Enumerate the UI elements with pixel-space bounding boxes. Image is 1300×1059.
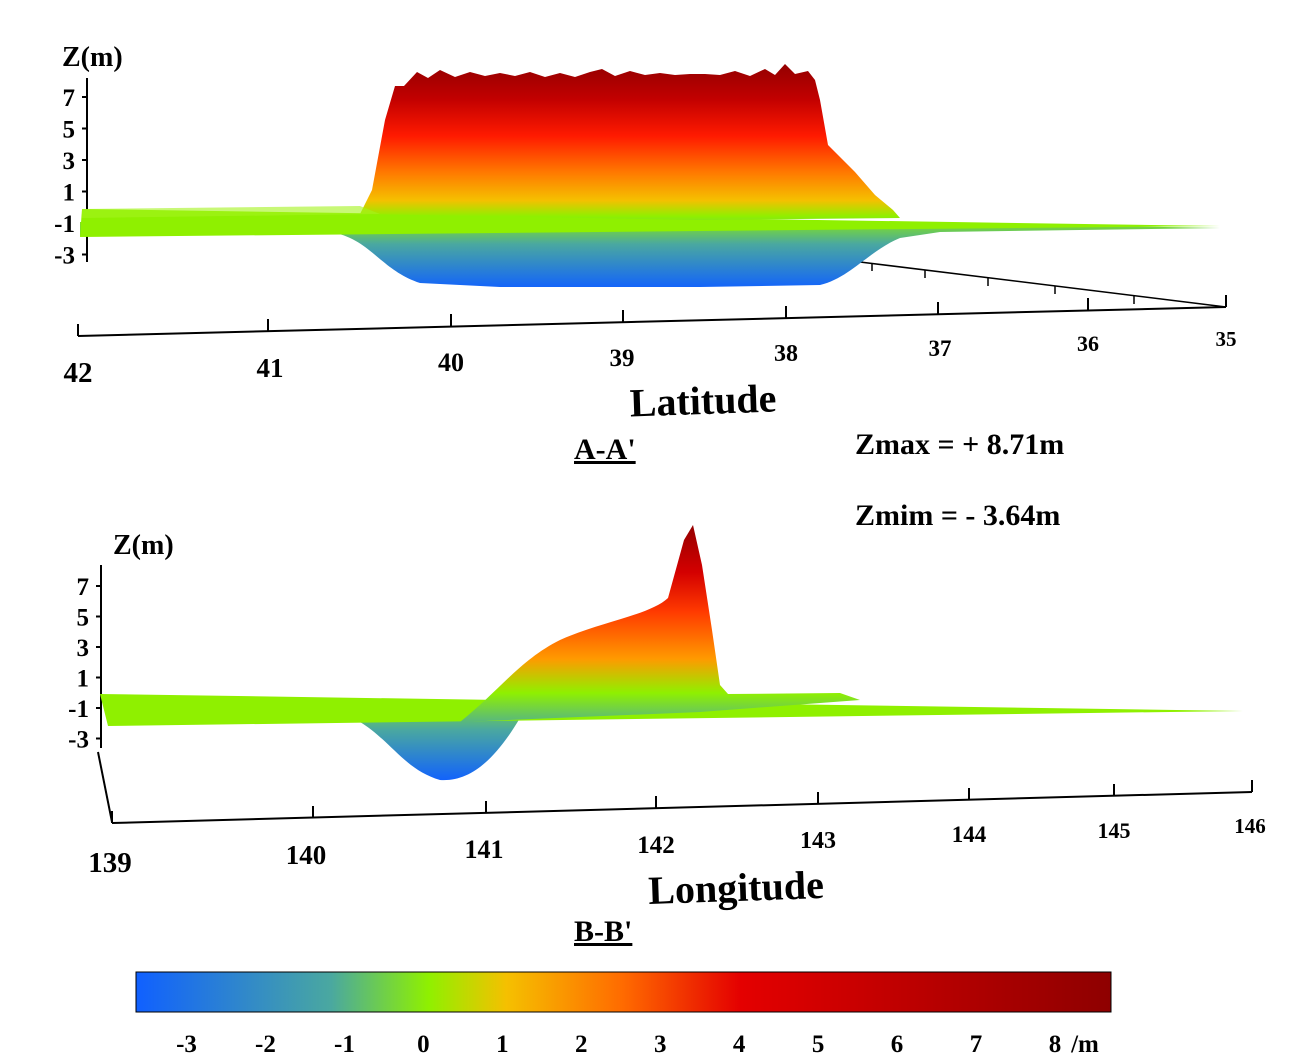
colorbar-tick-label: 0 bbox=[417, 1031, 430, 1058]
x-tick-label: 142 bbox=[637, 832, 675, 859]
panel-b: 7 5 3 1 -1 -3 Z(m) 139 140 141 142 143 144 145 146 L… bbox=[68, 525, 1266, 913]
panel-a-plane-edge bbox=[82, 206, 380, 218]
x-tick-label: 37 bbox=[929, 336, 952, 361]
x-tick-label: 139 bbox=[88, 847, 132, 879]
x-tick-label: 42 bbox=[64, 357, 93, 389]
x-tick-label: 143 bbox=[800, 828, 836, 854]
x-tick-label: 36 bbox=[1077, 331, 1099, 356]
x-tick-label: 146 bbox=[1234, 814, 1266, 838]
panel-a-flat-plane bbox=[80, 209, 1220, 237]
panel-b-depth-line bbox=[97, 751, 113, 823]
colorbar-tick-label: -2 bbox=[255, 1031, 276, 1058]
zmax-label: Zmax = + 8.71m bbox=[855, 428, 1065, 461]
colorbar-tick-label: 1 bbox=[496, 1031, 509, 1058]
colorbar-ticks: -3 -2 -1 0 1 2 3 4 5 6 7 8/m bbox=[176, 1031, 1099, 1058]
colorbar-tick-label: 4 bbox=[733, 1031, 746, 1058]
x-tick-label: 141 bbox=[465, 835, 504, 864]
x-tick-label: 41 bbox=[257, 353, 284, 383]
panel-a-x-label: Latitude bbox=[629, 375, 777, 425]
panel-b-x-label: Longitude bbox=[647, 862, 824, 913]
panel-b-positive-surface bbox=[460, 525, 860, 722]
panel-b-negative-surface bbox=[300, 718, 520, 781]
section-label-b: B-B' bbox=[574, 915, 633, 948]
x-tick-label: 38 bbox=[774, 341, 798, 367]
y-tick-label: -3 bbox=[68, 727, 89, 754]
y-tick-label: 1 bbox=[77, 666, 90, 693]
zmin-label: Zmim = - 3.64m bbox=[855, 499, 1061, 532]
x-tick-label: 144 bbox=[952, 822, 987, 847]
x-tick-label: 140 bbox=[286, 840, 327, 870]
panel-a-depth-line bbox=[859, 261, 1227, 308]
colorbar-tick-label: 8 bbox=[1049, 1031, 1062, 1058]
colorbar-tick-label: -3 bbox=[176, 1031, 197, 1058]
panel-a-x-ticks: 42 41 40 39 38 37 36 35 bbox=[64, 295, 1237, 389]
colorbar-tick-label: 3 bbox=[654, 1031, 667, 1058]
panel-a-positive-surface bbox=[360, 64, 900, 220]
colorbar: -3 -2 -1 0 1 2 3 4 5 6 7 8/m bbox=[135, 971, 1112, 1058]
panel-b-y-ticks: 7 5 3 1 -1 -3 bbox=[68, 574, 101, 754]
x-tick-label: 40 bbox=[438, 348, 464, 377]
section-label-a: A-A' bbox=[574, 433, 636, 466]
y-tick-label: -1 bbox=[68, 696, 89, 723]
colorbar-tick-label: 5 bbox=[812, 1031, 825, 1058]
colorbar-tick-label: 2 bbox=[575, 1031, 588, 1058]
colorbar-gradient bbox=[135, 971, 1112, 1013]
panel-a-x-axis bbox=[77, 306, 1227, 337]
panel-b-x-axis bbox=[111, 791, 1253, 824]
panel-b-x-ticks: 139 140 141 142 143 144 145 146 bbox=[88, 780, 1266, 879]
colorbar-tick-label: 6 bbox=[891, 1031, 904, 1058]
y-tick-label: -3 bbox=[54, 243, 75, 270]
panel-a-depth-ticks bbox=[871, 263, 1135, 304]
y-tick-label: -1 bbox=[54, 211, 75, 238]
colorbar-tick-label: -1 bbox=[334, 1031, 355, 1058]
y-tick-label: 3 bbox=[63, 148, 76, 175]
y-tick-label: 3 bbox=[77, 635, 90, 662]
panel-a-y-ticks: 7 5 3 1 -1 -3 bbox=[54, 85, 87, 270]
panel-a-negative-surface bbox=[80, 222, 1220, 287]
panel-b-y-label: Z(m) bbox=[113, 530, 174, 561]
x-tick-label: 35 bbox=[1216, 327, 1237, 351]
y-tick-label: 7 bbox=[77, 574, 90, 601]
x-tick-label: 145 bbox=[1098, 818, 1131, 843]
colorbar-unit-label: /m bbox=[1070, 1031, 1099, 1058]
panel-a-y-label: Z(m) bbox=[62, 42, 123, 73]
y-tick-label: 5 bbox=[77, 605, 90, 632]
panel-a: 7 5 3 1 -1 -3 Z(m) 42 41 40 39 38 37 36 35 Latitude bbox=[54, 42, 1236, 426]
y-tick-label: 1 bbox=[63, 180, 76, 207]
x-tick-label: 39 bbox=[610, 345, 635, 372]
y-tick-label: 7 bbox=[63, 85, 76, 112]
colorbar-tick-label: 7 bbox=[970, 1031, 983, 1058]
y-tick-label: 5 bbox=[63, 117, 76, 144]
